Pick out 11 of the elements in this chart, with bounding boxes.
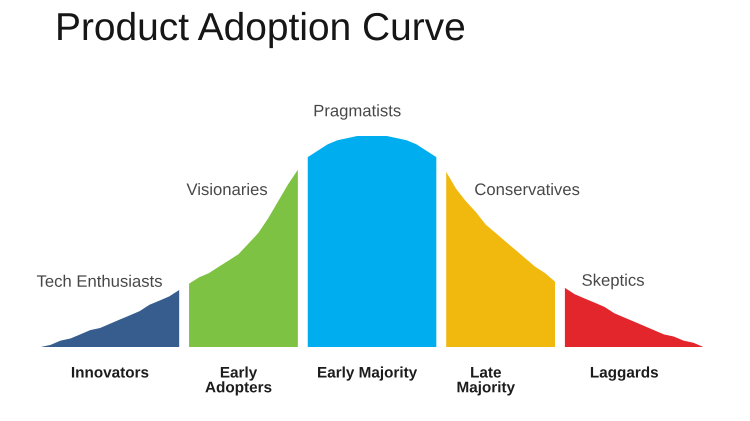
series-label: Conservatives <box>475 182 580 196</box>
x-tick-label: Laggards <box>590 366 658 381</box>
series-label: Tech Enthusiasts <box>36 274 162 287</box>
series-label: Pragmatists <box>314 104 401 120</box>
chart-title: Product Adoption Curve <box>58 12 464 48</box>
series-label: Visionaries <box>186 182 268 196</box>
x-tick-label: Early Adopters <box>205 366 272 396</box>
x-tick-label: Innovators <box>72 366 148 378</box>
series-label: Skeptics <box>582 274 644 290</box>
x-tick-label: Late Majority <box>458 366 515 396</box>
x-tick-label: Early Majority <box>318 366 418 381</box>
